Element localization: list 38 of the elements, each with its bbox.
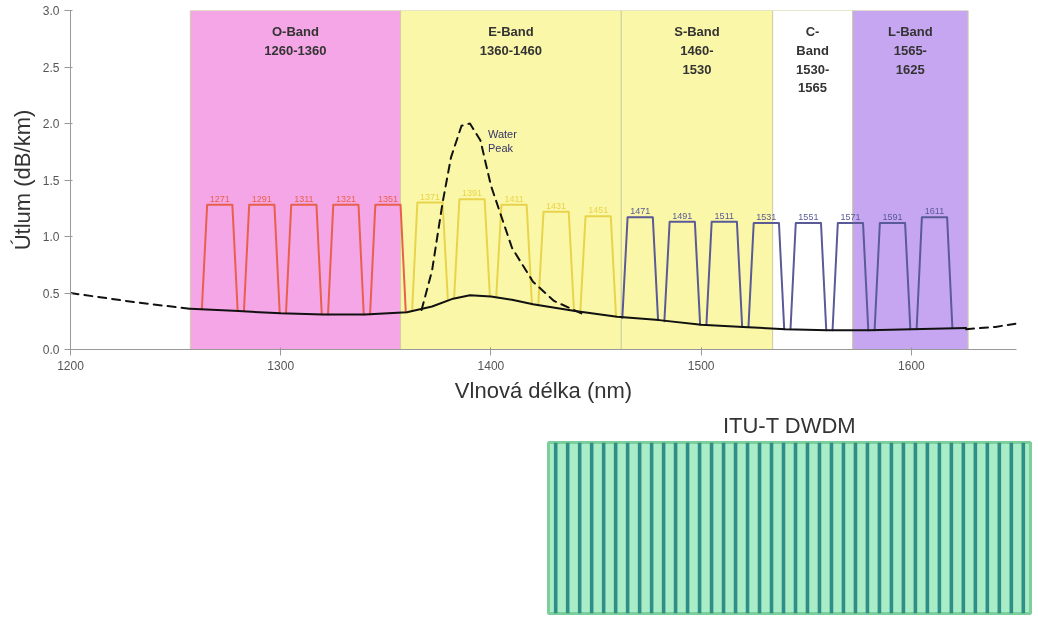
series-label: 1511 (714, 210, 734, 221)
y-tick-label: 2.0 (42, 117, 60, 131)
x-tick-label: 1600 (898, 358, 926, 373)
series-label: 1321 (335, 193, 356, 204)
y-axis-title: Útlum (dB/km) (9, 109, 35, 251)
series-label: 1451 (588, 205, 609, 216)
x-tick-label: 1500 (687, 358, 715, 373)
x-tick-label: 1200 (57, 358, 85, 373)
series-label: 1391 (462, 188, 483, 199)
y-tick-label: 2.5 (42, 60, 60, 75)
series-label: 1551 (798, 211, 819, 222)
series-label: 1531 (756, 211, 777, 222)
band-label: L-Band 1565- 1625 (887, 24, 933, 77)
y-tick-label: 1.0 (42, 230, 60, 244)
series-label: 1271 (209, 193, 230, 204)
band-label: C- Band 1530- 1565 (795, 24, 830, 96)
series-label: 1431 (546, 200, 567, 211)
x-tick-label: 1300 (267, 358, 295, 373)
band-label: S-Band 1460- 1530 (674, 24, 720, 77)
y-tick-label: 1.5 (42, 173, 60, 188)
series-label: 1471 (630, 206, 651, 217)
y-tick-label: 3.0 (42, 4, 60, 18)
series-label: 1291 (251, 193, 272, 204)
chart-title: ITU-T DWDM (722, 412, 856, 438)
x-tick-label: 1400 (477, 358, 505, 373)
series-label: 1311 (294, 193, 314, 204)
y-tick-label: 0.0 (42, 343, 60, 357)
series-label: 1491 (672, 210, 693, 221)
series-label: 1371 (419, 191, 440, 202)
series-label: 1591 (882, 211, 903, 222)
y-tick-label: 0.5 (42, 286, 60, 301)
series-label: 1351 (377, 193, 398, 204)
band-label: O-Band 1260-1360 (264, 24, 327, 58)
series-label: Water Peak (487, 127, 518, 154)
series-label: 1611 (924, 206, 945, 217)
band-label: E-Band 1360-1460 (479, 24, 542, 58)
x-axis-title: Vlnová délka (nm) (454, 377, 633, 403)
series-label: 1411 (504, 193, 524, 204)
